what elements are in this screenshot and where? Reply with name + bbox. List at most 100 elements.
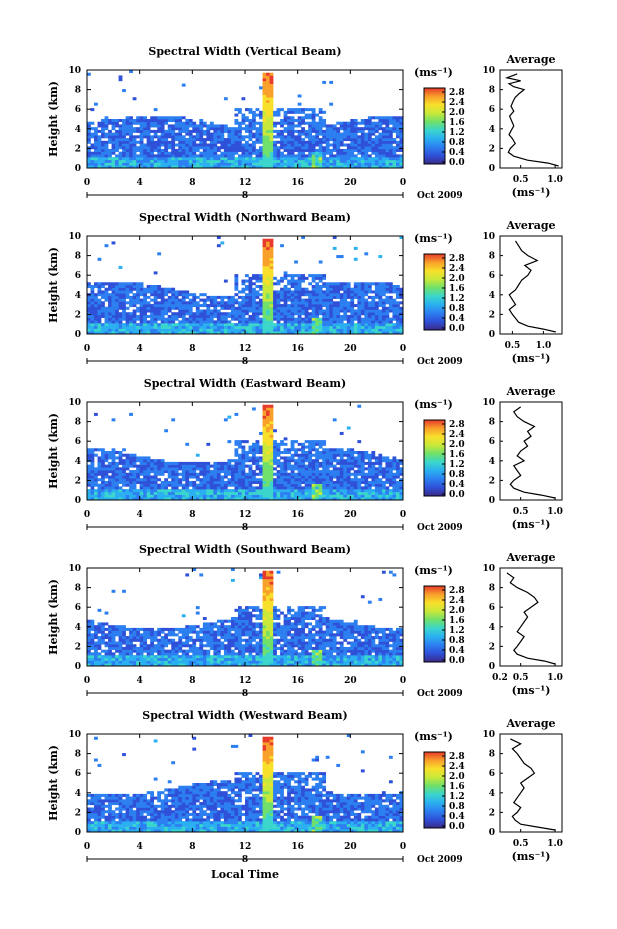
heatmap-cell (104, 475, 109, 479)
heatmap-cell (329, 328, 334, 332)
heatmap-cell (252, 276, 256, 280)
heatmap-cell (353, 157, 358, 161)
heatmap-cell (318, 110, 323, 114)
heatmap-cell (350, 461, 355, 465)
colorbar-tick-label: 2.0 (449, 440, 465, 450)
heatmap-cell (262, 426, 267, 430)
heatmap-cell (332, 331, 337, 335)
heatmap-cell (339, 497, 344, 501)
heatmap-cell (332, 285, 337, 289)
heatmap-cell (87, 636, 91, 640)
heatmap-cell (252, 162, 256, 166)
heatmap-cell (174, 306, 179, 310)
heatmap-cell (157, 328, 162, 332)
heatmap-cell (108, 461, 112, 465)
heatmap-cell (276, 489, 281, 493)
heatmap-cell (364, 140, 369, 144)
heatmap-cell (329, 301, 334, 305)
heatmap-cell (399, 287, 404, 291)
heatmap-cell (273, 276, 277, 280)
heatmap-cell (245, 317, 249, 321)
heatmap-cell (87, 456, 91, 460)
heatmap-cell (153, 464, 158, 468)
heatmap-cell (269, 426, 274, 430)
heatmap-cell (329, 448, 334, 452)
heatmap-cell (164, 116, 169, 120)
heatmap-cell (301, 138, 305, 142)
heatmap-cell (157, 121, 162, 125)
heatmap-cell (381, 285, 386, 289)
heatmap-cell (164, 129, 169, 133)
heatmap-cell (350, 287, 355, 291)
heatmap-cell (350, 121, 355, 125)
heatmap-cell (94, 306, 98, 310)
heatmap-cell (269, 445, 274, 449)
heatmap-cell (388, 325, 393, 329)
heatmap-cell (178, 320, 183, 324)
heatmap-cell (143, 116, 147, 120)
heatmap-cell (206, 146, 211, 150)
heatmap-cell (160, 459, 165, 463)
profile-frame (499, 235, 563, 335)
heatmap-cell (332, 470, 337, 474)
heatmap-cell (392, 290, 397, 294)
heatmap-cell (234, 127, 239, 131)
heatmap-cell (234, 497, 239, 501)
heatmap-cell (181, 306, 186, 310)
heatmap-cell (336, 453, 341, 457)
heatmap-cell (381, 312, 386, 316)
heatmap-cell (94, 157, 98, 161)
heatmap-cell (276, 445, 281, 449)
heatmap-cell (118, 480, 123, 484)
heatmap-cell (241, 121, 246, 125)
heatmap-cell (143, 489, 147, 493)
heatmap-cell (132, 328, 137, 332)
heatmap-cell (153, 459, 158, 463)
heatmap-cell (350, 331, 355, 335)
heatmap-cell (157, 116, 162, 120)
heatmap-cell (378, 298, 383, 302)
heatmap-cell (315, 494, 320, 498)
heatmap-cell (213, 306, 218, 310)
heatmap-cell (230, 306, 235, 310)
heatmap-cell (195, 127, 200, 131)
heatmap-cell (339, 483, 344, 487)
heatmap-cell (125, 317, 130, 321)
heatmap-cell (381, 119, 386, 123)
heatmap-cell (101, 448, 105, 452)
heatmap-cell (234, 157, 239, 161)
heatmap-cell (241, 159, 246, 163)
heatmap-cell (346, 491, 351, 495)
heatmap-cell (87, 331, 91, 335)
heatmap-cell (322, 154, 327, 158)
heatmap-cell (336, 483, 341, 487)
heatmap-cell (227, 478, 232, 482)
heatmap-cell (185, 121, 190, 125)
heatmap-cell (132, 121, 137, 125)
heatmap-cell (188, 309, 193, 313)
heatmap-cell (146, 480, 151, 484)
heatmap-cell (262, 129, 267, 133)
heatmap-cell (280, 146, 284, 150)
heatmap-cell (132, 325, 137, 329)
heatmap-cell (329, 293, 334, 297)
heatmap-cell (87, 285, 91, 289)
y-tick-label: 4 (75, 125, 81, 135)
heatmap-cell (111, 472, 116, 476)
heatmap-cell (280, 464, 284, 468)
heatmap-cell (132, 483, 137, 487)
heatmap-cell (171, 328, 176, 332)
heatmap-cell (171, 464, 176, 468)
heatmap-cell (213, 472, 218, 476)
heatmap-cell (304, 483, 309, 487)
heatmap-cell (318, 279, 323, 283)
heatmap-cell (329, 472, 334, 476)
heatmap-cell (343, 317, 348, 321)
heatmap-cell (241, 298, 246, 302)
heatmap-cell (209, 151, 214, 155)
heatmap-cell (269, 451, 274, 455)
heatmap-cell (336, 287, 341, 291)
heatmap-cell (266, 255, 270, 259)
heatmap-cell (125, 116, 130, 120)
heatmap-cell (301, 116, 305, 120)
